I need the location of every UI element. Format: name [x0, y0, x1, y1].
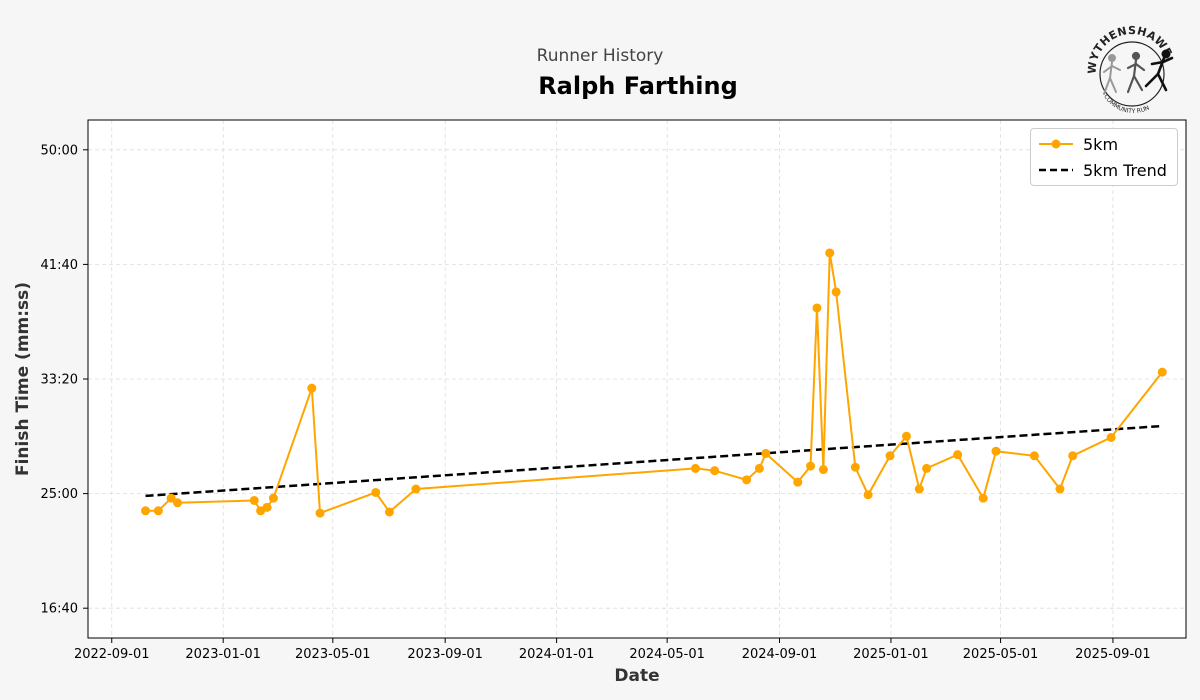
x-tick-label: 2023-09-01 [407, 647, 483, 662]
x-tick-label: 2023-05-01 [295, 647, 371, 662]
data-point-5km [742, 475, 752, 485]
data-point-5km [863, 490, 873, 500]
data-point-5km [761, 448, 771, 458]
data-point-5km [885, 451, 895, 461]
data-point-5km [371, 487, 381, 497]
chart-title: Ralph Farthing [538, 72, 738, 100]
data-point-5km [411, 484, 421, 494]
chart-supertitle: Runner History [536, 46, 664, 66]
x-tick-label: 2025-01-01 [853, 647, 929, 662]
data-point-5km [384, 507, 394, 517]
data-point-5km [793, 477, 803, 487]
x-tick-label: 2023-01-01 [185, 647, 261, 662]
x-axis-label: Date [614, 666, 659, 686]
y-tick-label: 33:20 [41, 373, 78, 388]
wythenshawe-logo: WYTHENSHAWE COMMUNITY RUN [1085, 24, 1174, 115]
data-point-5km [1068, 451, 1078, 461]
legend-label-5km: 5km [1083, 135, 1119, 154]
data-point-5km [1157, 367, 1167, 377]
plot-frame [87, 119, 1187, 639]
data-point-5km [1029, 451, 1039, 461]
data-point-5km [262, 502, 272, 512]
data-point-5km [315, 508, 325, 518]
data-point-5km [831, 287, 841, 297]
data-point-5km [806, 461, 816, 471]
data-point-5km [307, 383, 317, 393]
chart-legend: 5km 5km Trend [1030, 128, 1178, 186]
legend-line-marker-icon [1039, 139, 1073, 149]
data-point-5km [710, 466, 720, 476]
data-point-5km [141, 506, 151, 516]
data-point-5km [978, 493, 988, 503]
data-point-5km [1055, 484, 1065, 494]
y-tick-label: 41:40 [41, 258, 78, 273]
data-point-5km [818, 465, 828, 475]
legend-dashed-line-icon [1039, 168, 1073, 172]
x-tick-label: 2024-05-01 [629, 647, 705, 662]
x-tick-label: 2022-09-01 [74, 647, 150, 662]
data-point-5km [153, 506, 163, 516]
data-point-5km [812, 303, 822, 313]
x-tick-label: 2025-05-01 [963, 647, 1039, 662]
x-tick-label: 2025-09-01 [1075, 647, 1151, 662]
data-point-5km [249, 495, 259, 505]
x-tick-label: 2024-09-01 [742, 647, 818, 662]
data-point-5km [922, 463, 932, 473]
data-point-5km [690, 463, 700, 473]
y-axis-label: Finish Time (mm:ss) [13, 282, 33, 476]
series-line-5km-trend [145, 424, 1163, 498]
y-tick-label: 16:40 [41, 602, 78, 617]
data-point-5km [1106, 432, 1116, 442]
data-point-5km [754, 463, 764, 473]
data-point-5km [268, 493, 278, 503]
x-tick-label: 2024-01-01 [519, 647, 595, 662]
data-point-5km [850, 462, 860, 472]
data-point-5km [991, 446, 1001, 456]
data-point-5km [953, 450, 963, 460]
data-point-5km [173, 498, 183, 508]
data-point-5km [901, 431, 911, 441]
legend-label-5km-trend: 5km Trend [1083, 161, 1167, 180]
y-tick-label: 25:00 [41, 487, 78, 502]
y-tick-label: 50:00 [41, 143, 78, 158]
data-point-5km [825, 248, 835, 258]
data-point-5km [166, 493, 176, 503]
data-point-5km [914, 484, 924, 494]
